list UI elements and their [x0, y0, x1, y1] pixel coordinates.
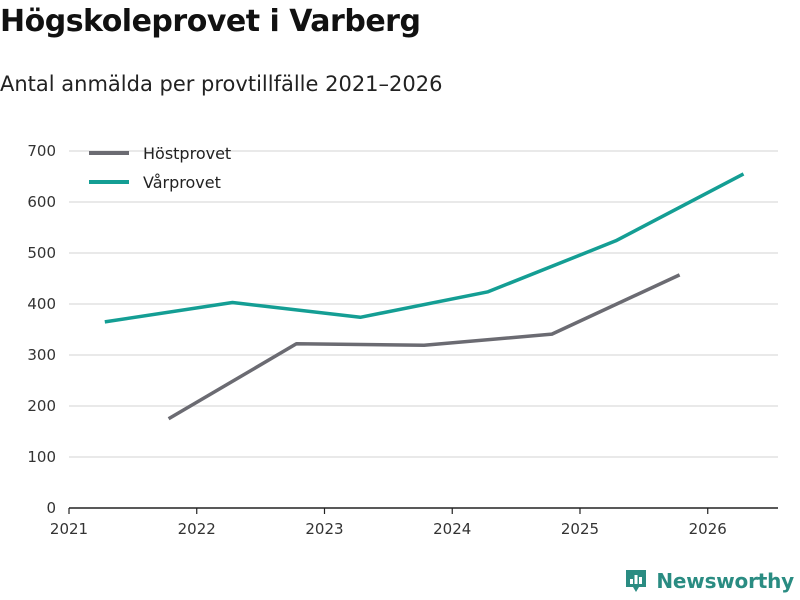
- y-tick-label-500: 500: [27, 244, 56, 262]
- y-tick-label-700: 700: [27, 142, 56, 160]
- y-tick-label-600: 600: [27, 193, 56, 211]
- x-tick-label-2026: 2026: [689, 520, 727, 538]
- brand-logo: Newsworthy: [624, 568, 794, 594]
- x-tick-label-2023: 2023: [305, 520, 343, 538]
- newsworthy-logo-icon: [626, 570, 647, 592]
- series-line-1: [167, 273, 681, 421]
- chart-title: Högskoleprovet i Varberg: [0, 4, 421, 39]
- legend-label-1: Höstprovet: [143, 144, 231, 163]
- y-tick-label-100: 100: [27, 448, 56, 466]
- brand-name: Newsworthy: [656, 569, 794, 593]
- y-tick-label-200: 200: [27, 397, 56, 415]
- x-tick-label-2024: 2024: [433, 520, 471, 538]
- y-tick-label-0: 0: [46, 499, 56, 517]
- series-line-2: [104, 172, 745, 324]
- x-tick-label-2021: 2021: [50, 520, 88, 538]
- chart-subtitle: Antal anmälda per provtillfälle 2021–202…: [0, 72, 443, 96]
- y-tick-label-400: 400: [27, 295, 56, 313]
- x-tick-label-2022: 2022: [178, 520, 216, 538]
- x-tick-label-2025: 2025: [561, 520, 599, 538]
- legend-label-2: Vårprovet: [143, 173, 221, 192]
- y-tick-label-300: 300: [27, 346, 56, 364]
